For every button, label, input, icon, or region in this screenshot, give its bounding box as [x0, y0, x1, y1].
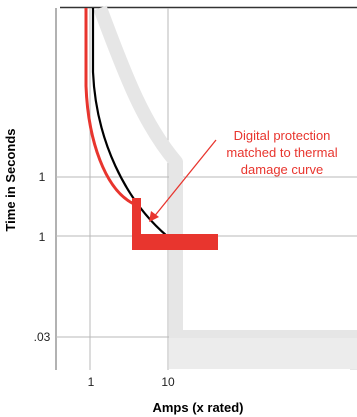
x-tick-label-10: 10 — [161, 375, 175, 389]
thermal-damage-floor — [169, 338, 357, 369]
annotation-line-3: damage curve — [241, 162, 323, 177]
x-tick-label-1: 1 — [88, 375, 95, 389]
y-axis-title: Time in Seconds — [3, 128, 18, 231]
x-axis-title: Amps (x rated) — [152, 400, 243, 415]
y-tick-label-1a: 1 — [39, 170, 46, 184]
annotation-arrowhead — [149, 211, 159, 222]
series-protection-curve — [84, 8, 135, 206]
thermal-damage-band — [93, 5, 357, 370]
grid — [56, 8, 357, 370]
y-tick-label-03: .03 — [34, 330, 51, 344]
digital-protection-step — [132, 198, 218, 250]
y-tick-label-1b: 1 — [39, 230, 46, 244]
annotation-line-2: matched to thermal — [226, 145, 337, 160]
annotation-line-1: Digital protection — [234, 128, 331, 143]
annotation-arrow-line — [152, 139, 217, 219]
